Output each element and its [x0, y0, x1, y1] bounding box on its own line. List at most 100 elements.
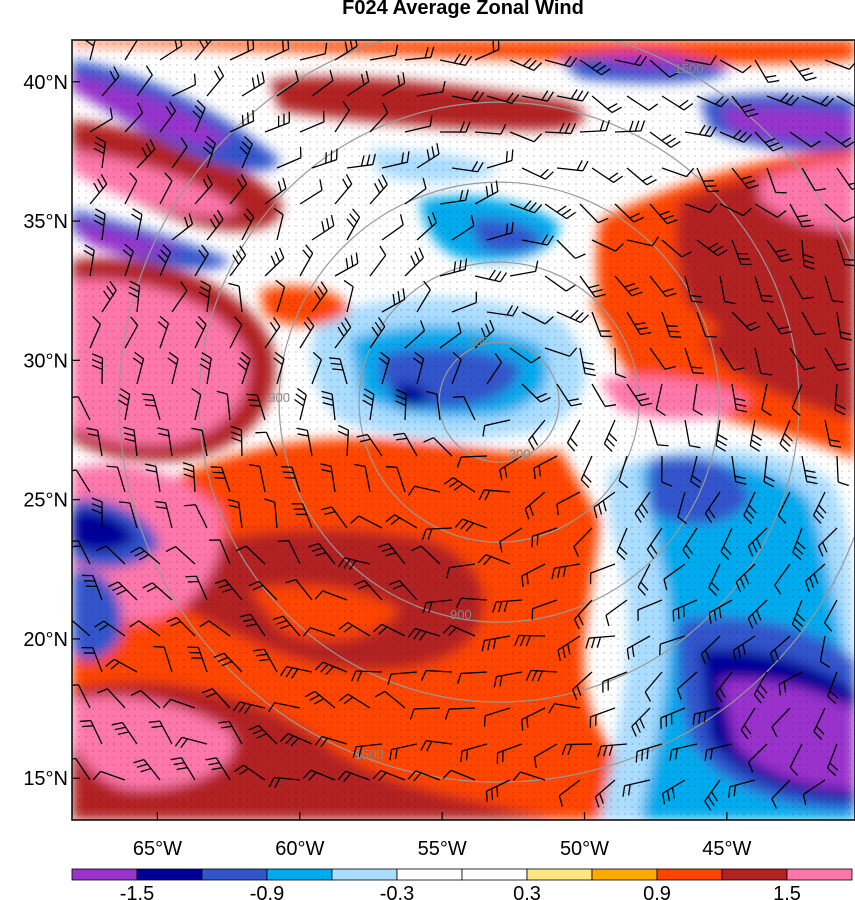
- wind-barb: [649, 59, 680, 78]
- colorbar-swatch: [721, 868, 788, 881]
- wind-barb: [91, 497, 103, 529]
- wind-barb: [264, 177, 287, 205]
- wind-barb: [731, 383, 748, 413]
- wind-barb: [789, 743, 803, 776]
- colorbar-swatch: [201, 868, 268, 881]
- wind-barb: [350, 515, 383, 529]
- wind-barb: [556, 239, 586, 260]
- wind-barb: [684, 419, 701, 449]
- wind-barb: [514, 634, 546, 647]
- wind-barb: [481, 635, 511, 652]
- wind-barb: [655, 383, 666, 417]
- wind-barb: [704, 491, 721, 523]
- wind-barb: [614, 120, 646, 133]
- wind-barb: [182, 462, 196, 493]
- wind-barb: [107, 581, 138, 601]
- wind-barb: [264, 317, 281, 349]
- wind-barb: [444, 707, 476, 720]
- wind-barb: [337, 557, 371, 570]
- wind-barb: [715, 419, 728, 452]
- wind-barb: [572, 671, 593, 700]
- wind-barb: [827, 743, 839, 777]
- lat-tick-label: 35°N: [23, 211, 68, 233]
- colorbar: -1.5 -0.9 -0.3 0.3 0.9 1.5: [71, 868, 853, 900]
- wind-barb: [626, 236, 660, 247]
- wind-barb: [174, 736, 208, 749]
- wind-barb: [86, 427, 103, 457]
- wind-barb: [827, 671, 839, 705]
- wind-barb: [672, 599, 698, 622]
- wind-barb: [404, 46, 435, 61]
- wind-barb: [378, 351, 390, 385]
- wind-barb: [239, 613, 266, 637]
- wind-barb: [299, 42, 328, 61]
- wind-barb: [779, 419, 793, 453]
- wind-barb: [255, 431, 278, 457]
- wind-barb: [704, 779, 721, 811]
- latitude-axis: 40°N 35°N 30°N 25°N 20°N 15°N: [23, 72, 80, 790]
- wind-barb: [708, 563, 721, 596]
- wind-barb: [525, 669, 558, 682]
- map-field: [72, 40, 855, 820]
- wind-barb: [148, 720, 173, 745]
- wind-barb: [369, 102, 389, 133]
- wind-barb: [533, 743, 558, 769]
- wind-barb: [789, 347, 816, 371]
- wind-barb: [649, 131, 681, 148]
- wind-barb: [579, 203, 609, 224]
- wind-barb: [635, 743, 663, 763]
- wind-barb: [213, 652, 243, 673]
- colorbar-swatch: [526, 868, 593, 881]
- wind-barb: [486, 92, 520, 104]
- colorbar-swatch: [71, 868, 138, 881]
- wind-barb: [276, 146, 302, 169]
- colorbar-tick-label: 1.5: [773, 883, 801, 900]
- wind-barb: [334, 100, 350, 133]
- lat-tick-label: 40°N: [23, 72, 68, 94]
- wind-barb: [749, 419, 763, 452]
- wind-barb: [747, 527, 768, 557]
- wind-barb: [381, 72, 406, 97]
- wind-barb: [311, 351, 322, 385]
- wind-barb: [439, 189, 469, 205]
- wind-barb: [482, 419, 511, 437]
- wind-barb: [661, 311, 682, 338]
- wind-barb: [580, 455, 593, 488]
- wind-barb: [166, 616, 196, 637]
- range-ring: [438, 341, 560, 463]
- wind-barb: [614, 54, 648, 67]
- wind-barb: [626, 635, 651, 660]
- colorbar-tick-label: 0.3: [513, 883, 541, 900]
- wind-barb: [579, 275, 607, 298]
- wind-barb: [291, 503, 313, 529]
- wind-barb: [136, 138, 156, 169]
- wind-barb: [662, 779, 686, 805]
- wind-barb: [789, 59, 817, 82]
- wind-barb: [731, 95, 759, 118]
- wind-barb: [395, 388, 407, 421]
- wind-barb: [280, 666, 313, 679]
- wind-barb: [766, 92, 800, 106]
- wind-barb: [766, 167, 787, 194]
- wind-barb: [579, 59, 611, 76]
- wind-barb: [206, 209, 224, 241]
- wind-barb: [684, 55, 717, 66]
- wind-barb: [761, 383, 772, 416]
- wind-barb: [521, 234, 554, 246]
- wind-barb: [521, 167, 554, 180]
- wind-barb: [187, 646, 208, 673]
- wind-barb: [589, 707, 616, 728]
- wind-barb: [626, 311, 652, 336]
- wind-barb: [690, 455, 702, 489]
- wind-barb: [321, 390, 336, 421]
- wind-barb: [771, 779, 791, 809]
- wind-barb: [557, 635, 581, 661]
- wind-barb: [369, 245, 387, 277]
- wind-barb: [294, 387, 307, 421]
- wind-barb: [239, 135, 253, 169]
- wind-barb: [299, 179, 323, 205]
- wind-barb: [682, 527, 698, 560]
- lat-tick-label: 15°N: [23, 768, 68, 790]
- wind-barb: [817, 527, 838, 557]
- wind-barb: [715, 671, 733, 703]
